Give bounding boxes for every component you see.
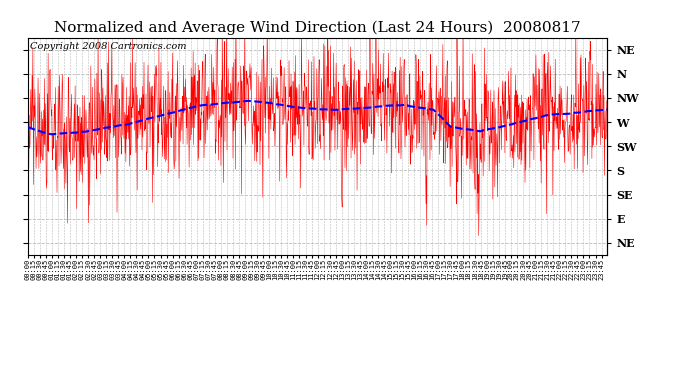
Text: Copyright 2008 Cartronics.com: Copyright 2008 Cartronics.com: [30, 42, 187, 51]
Title: Normalized and Average Wind Direction (Last 24 Hours)  20080817: Normalized and Average Wind Direction (L…: [54, 21, 581, 35]
